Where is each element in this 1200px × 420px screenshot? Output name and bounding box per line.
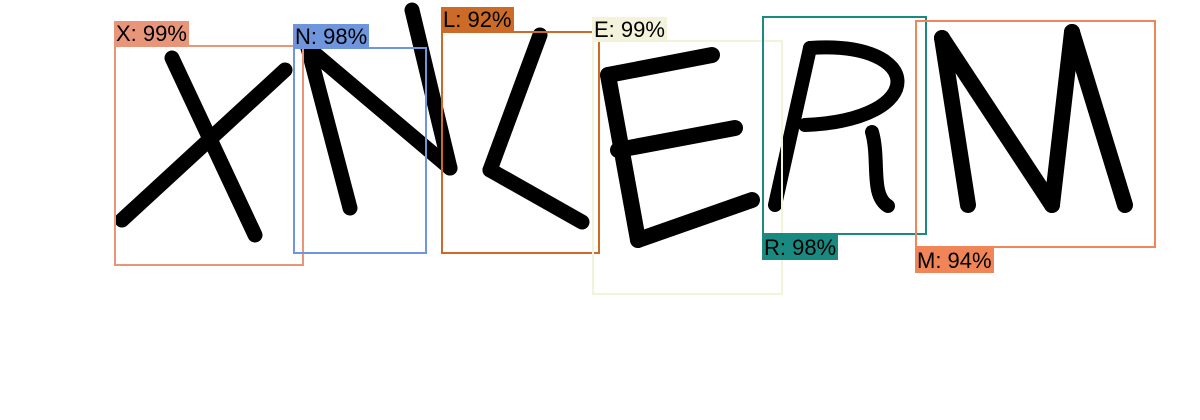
detection-label-e: E: 99% <box>592 17 667 42</box>
detection-label-m: M: 94% <box>915 248 994 273</box>
detection-label-r: R: 98% <box>762 235 839 260</box>
detection-box-n <box>293 47 427 254</box>
glyph-m <box>934 24 1133 213</box>
glyph-r <box>768 40 905 213</box>
glyph-x <box>114 50 293 243</box>
detection-box-l <box>441 31 600 254</box>
detection-box-m <box>915 20 1156 248</box>
detection-box-e <box>592 40 783 295</box>
detection-label-x: X: 99% <box>114 21 189 46</box>
glyph-e <box>600 47 760 248</box>
detection-label-n: N: 98% <box>293 24 370 49</box>
detection-box-r <box>762 16 927 235</box>
glyph-l <box>482 27 590 230</box>
detection-label-l: L: 92% <box>441 7 514 32</box>
detection-box-x <box>114 45 304 266</box>
